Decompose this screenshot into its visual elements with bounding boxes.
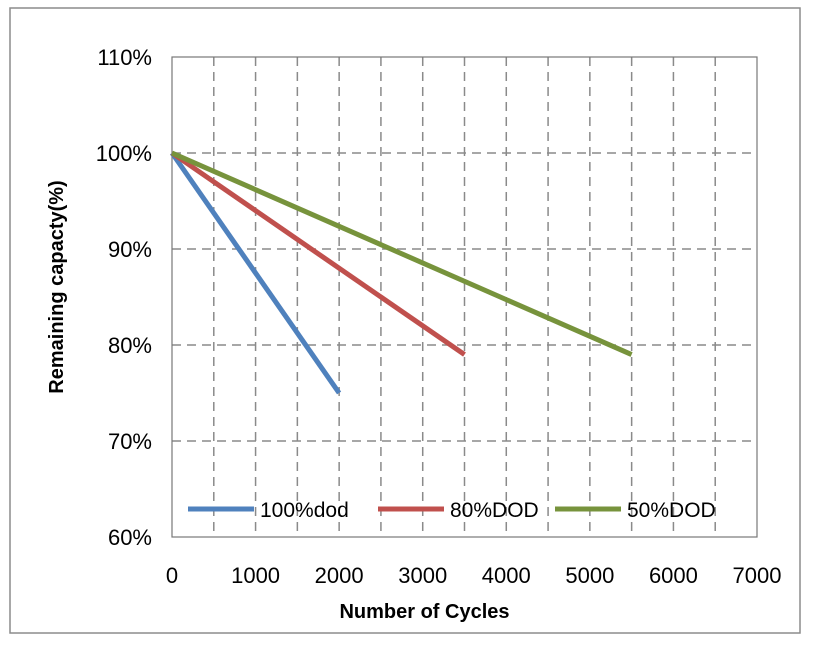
series-line-80pctdod xyxy=(170,150,466,357)
x-tick-label: 2000 xyxy=(315,563,364,588)
y-tick-label: 80% xyxy=(108,333,152,358)
legend-label: 80%DOD xyxy=(450,499,539,522)
series-line-100pctdod xyxy=(169,151,342,395)
legend: 100%dod 80%DOD 50%DOD xyxy=(188,499,716,522)
y-tick-label: 90% xyxy=(108,237,152,262)
y-tick-label: 100% xyxy=(96,141,152,166)
y-tick-label: 110% xyxy=(97,45,152,70)
x-tick-label: 5000 xyxy=(565,563,614,588)
x-tick-label: 3000 xyxy=(398,563,447,588)
gridlines xyxy=(172,57,757,537)
x-axis-title: Number of Cycles xyxy=(339,601,509,623)
y-tick-label: 70% xyxy=(108,429,152,454)
series-line-50pctdod xyxy=(170,150,633,357)
x-tick-label: 6000 xyxy=(649,563,698,588)
tick-labels: 60% 70% 80% 90% 100% 110% 0 1000 2000 3000 4000 500… xyxy=(96,45,782,588)
legend-label: 100%dod xyxy=(260,499,349,522)
x-tick-label: 1000 xyxy=(231,563,280,588)
legend-label: 50%DOD xyxy=(627,499,716,522)
x-tick-label: 0 xyxy=(166,563,178,588)
plot-area-border xyxy=(171,56,758,538)
chart-frame xyxy=(9,7,801,634)
y-axis-title: Remaining capacty(%) xyxy=(46,180,68,393)
x-tick-label: 7000 xyxy=(733,563,782,588)
series-lines xyxy=(169,150,633,395)
y-tick-label: 60% xyxy=(108,525,152,550)
x-tick-label: 4000 xyxy=(482,563,531,588)
